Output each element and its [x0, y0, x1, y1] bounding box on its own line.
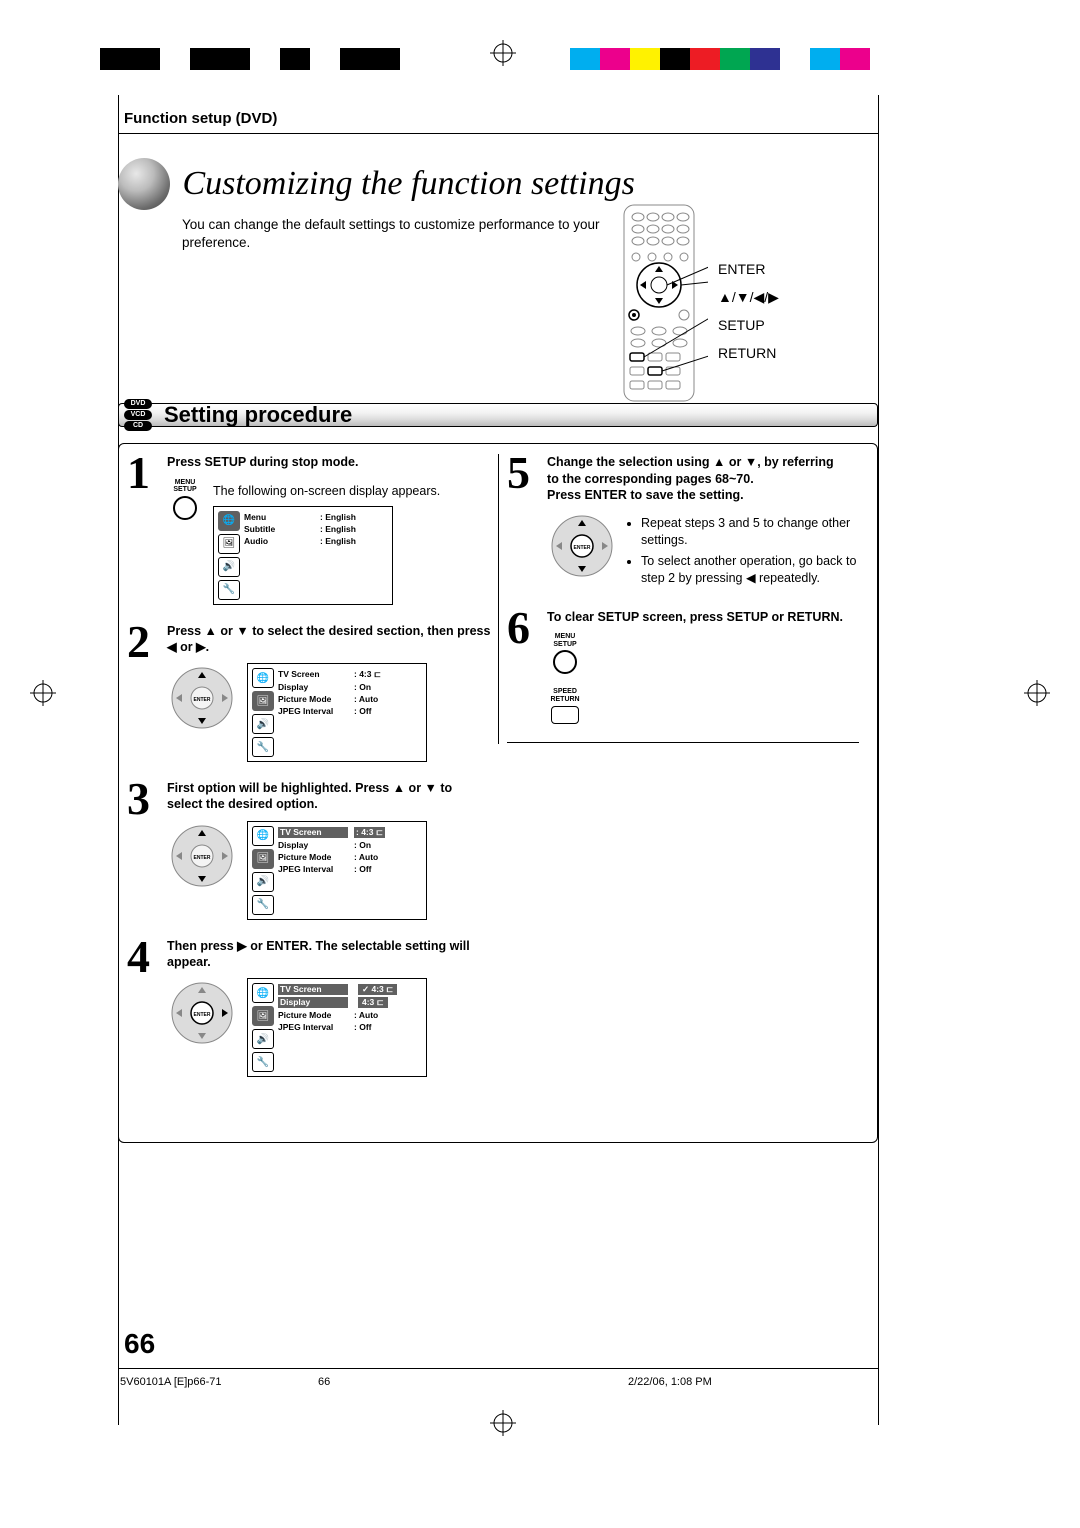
- registration-mark-icon: [30, 680, 56, 706]
- osd-screen-2: 🌐🖼🔊🔧 TV Screen4:3 ⊏DisplayOnPicture Mode…: [247, 663, 427, 762]
- step-6: 6 To clear SETUP screen, press SETUP or …: [507, 609, 859, 724]
- disc-badges: DVD VCD CD: [124, 398, 152, 432]
- osd-screen-4: 🌐🖼🔊🔧 TV Screen✓ 4:3 ⊏Display4:3 ⊏Picture…: [247, 978, 427, 1077]
- step-heading: Then press ▶ or ENTER. The selectable se…: [167, 938, 491, 971]
- step-number: 4: [127, 934, 150, 980]
- svg-text:ENTER: ENTER: [574, 545, 591, 551]
- svg-text:ENTER: ENTER: [194, 697, 211, 703]
- step-number: 3: [127, 776, 150, 822]
- black-swatch-bar: [100, 48, 400, 70]
- disc-badge-dvd: DVD: [124, 399, 152, 409]
- dpad-icon: ENTER: [167, 663, 237, 733]
- crop-line: [878, 95, 879, 1425]
- divider: [118, 133, 878, 134]
- step5-bullet: Repeat steps 3 and 5 to change other set…: [641, 515, 859, 549]
- footer-page-small: 66: [318, 1376, 330, 1388]
- section-header: Function setup (DVD): [118, 100, 878, 133]
- dpad-icon: ENTER: [167, 821, 237, 891]
- step-number: 5: [507, 450, 530, 496]
- remote-icon: [618, 203, 708, 403]
- column-divider: [498, 454, 499, 744]
- return-key-icon: SPEED RETURN: [547, 688, 583, 723]
- remote-label-arrows: ▲/▼/◀/▶: [718, 283, 779, 311]
- step-heading: Press ▲ or ▼ to select the desired secti…: [167, 623, 491, 656]
- print-registration-row: [0, 48, 1080, 78]
- footer-doc-id: 5V60101A [E]p66-71: [120, 1376, 222, 1388]
- osd-screen-3: 🌐🖼🔊🔧 TV Screen4:3 ⊏DisplayOnPicture Mode…: [247, 821, 427, 920]
- remote-label-enter: ENTER: [718, 255, 779, 283]
- setup-key-icon: MENU SETUP: [167, 479, 203, 520]
- registration-mark-icon: [490, 1410, 516, 1436]
- step-number: 1: [127, 450, 150, 496]
- step-number: 6: [507, 605, 530, 651]
- steps-right-column: 5 Change the selection using ▲ or ▼, by …: [495, 454, 859, 750]
- step-3: 3 First option will be highlighted. Pres…: [127, 780, 491, 920]
- step5-bullet: To select another operation, go back to …: [641, 553, 859, 587]
- svg-text:ENTER: ENTER: [194, 855, 211, 861]
- setup-key-icon: MENU SETUP: [547, 633, 583, 674]
- step-body: The following on-screen display appears.: [213, 483, 491, 500]
- step-heading: Press SETUP during stop mode.: [167, 454, 491, 470]
- page-title: Customizing the function settings: [182, 165, 634, 202]
- step-heading: To clear SETUP screen, press SETUP or RE…: [547, 609, 859, 625]
- dpad-icon: ENTER: [167, 978, 237, 1048]
- dpad-icon: ENTER: [547, 511, 617, 581]
- remote-diagram: ENTER ▲/▼/◀/▶ SETUP RETURN: [618, 203, 878, 413]
- disc-badge-vcd: VCD: [124, 410, 152, 420]
- remote-label-return: RETURN: [718, 339, 779, 367]
- disc-badge-cd: CD: [124, 421, 152, 431]
- step-5: 5 Change the selection using ▲ or ▼, by …: [507, 454, 859, 590]
- decorative-sphere-icon: [118, 158, 170, 210]
- intro-text: You can change the default settings to c…: [182, 216, 642, 252]
- step-heading: First option will be highlighted. Press …: [167, 780, 491, 813]
- procedure-title: Setting procedure: [164, 403, 352, 427]
- footer-timestamp: 2/22/06, 1:08 PM: [628, 1376, 712, 1388]
- page-content: Function setup (DVD) Customizing the fun…: [118, 100, 878, 1143]
- page-number: 66: [124, 1328, 155, 1360]
- registration-mark-icon: [1024, 680, 1050, 706]
- step-2: 2 Press ▲ or ▼ to select the desired sec…: [127, 623, 491, 763]
- registration-mark-icon: [490, 40, 516, 66]
- steps-left-column: 1 Press SETUP during stop mode. MENU SET…: [127, 454, 491, 1081]
- step-heading: Change the selection using ▲ or ▼, by re…: [547, 454, 859, 503]
- svg-text:ENTER: ENTER: [194, 1012, 211, 1018]
- footer-divider: [118, 1368, 878, 1369]
- remote-label-setup: SETUP: [718, 311, 779, 339]
- remote-label-list: ENTER ▲/▼/◀/▶ SETUP RETURN: [718, 255, 779, 367]
- cmyk-swatch-bar: [570, 48, 870, 70]
- step-number: 2: [127, 619, 150, 665]
- steps-container: 1 Press SETUP during stop mode. MENU SET…: [118, 443, 878, 1143]
- step-1: 1 Press SETUP during stop mode. MENU SET…: [127, 454, 491, 604]
- osd-screen-1: 🌐🖼🔊🔧 MenuEnglishSubtitleEnglishAudioEngl…: [213, 506, 393, 605]
- step-4: 4 Then press ▶ or ENTER. The selectable …: [127, 938, 491, 1078]
